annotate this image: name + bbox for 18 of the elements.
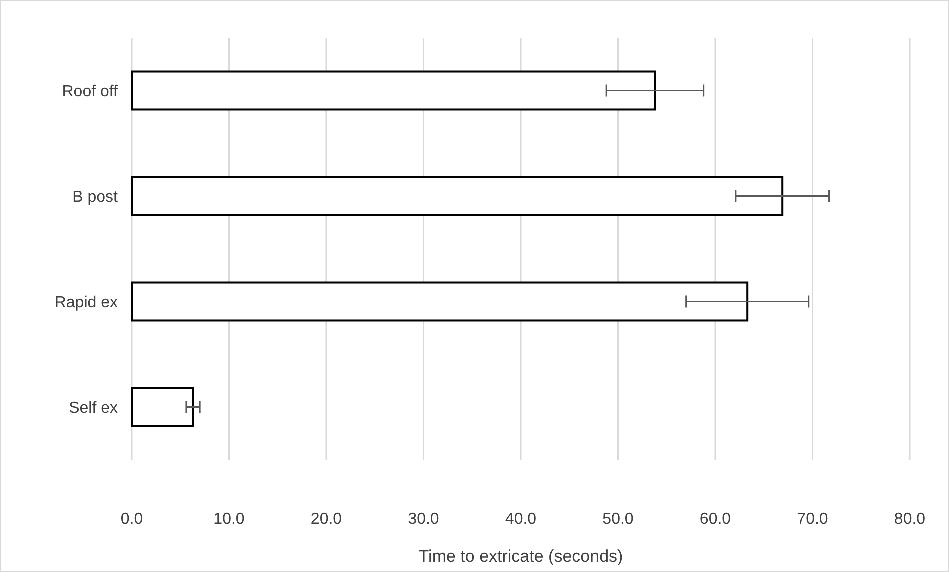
bar xyxy=(131,387,194,428)
y-tick-label: Self ex xyxy=(69,400,118,417)
bar xyxy=(131,176,784,216)
bar xyxy=(131,70,656,111)
y-tick-label: Rapid ex xyxy=(54,294,118,312)
x-tick-label: 50.0 xyxy=(602,511,634,528)
x-tick-label: 80.0 xyxy=(894,511,926,528)
x-tick-label: 30.0 xyxy=(408,511,440,528)
x-tick-label: 70.0 xyxy=(797,511,828,528)
x-tick-label: 20.0 xyxy=(310,511,342,528)
bar xyxy=(131,282,749,322)
y-tick-label: Roof off xyxy=(62,83,119,100)
x-tick-label: 60.0 xyxy=(700,511,732,528)
x-tick-label: 10.0 xyxy=(214,511,245,528)
y-tick-label: B post xyxy=(72,188,119,206)
x-tick-label: 0.0 xyxy=(120,511,144,528)
x-tick-label: 40.0 xyxy=(505,511,537,528)
x-axis-title: Time to extricate (seconds) xyxy=(418,547,624,566)
